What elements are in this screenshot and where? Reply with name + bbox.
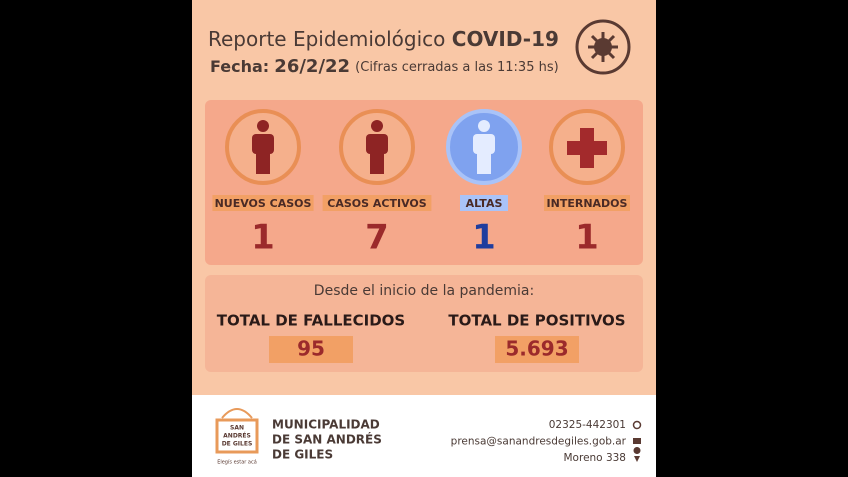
person-body [252,134,274,154]
total-value: 5.693 [505,337,568,361]
person-body [366,134,388,154]
stat-label: ALTAS [466,197,503,210]
contact: prensa@sanandresdegiles.gob.ar [451,436,627,448]
person-head [478,120,490,132]
logo-text: DE GILES [222,441,253,448]
total-label: TOTAL DE POSITIVOS [448,312,625,330]
totals-heading: Desde el inicio de la pandemia: [314,283,534,299]
contact-icons [632,420,642,462]
stat-label-bg [322,195,432,211]
footer [192,395,656,477]
stat-value: 1 [251,218,275,258]
date: 26/2/22 [274,56,350,77]
logo-text: ANDRÉS [223,432,251,440]
total-value-bg [495,336,579,363]
title: Reporte Epidemiológico COVID-19 [208,27,559,51]
stats-box [205,100,643,265]
contact: 02325-442301 [549,419,626,431]
org-name: DE GILES [272,448,333,462]
stat-label: CASOS ACTIVOS [327,197,426,210]
stat-label-bg [544,195,630,211]
person-legs [370,152,384,174]
person-head [371,120,383,132]
stat-value: 1 [575,218,599,258]
stat-label-bg [460,195,508,211]
date-label: Fecha: [210,57,269,76]
total-value-bg [269,336,353,363]
logo-text: SAN [230,425,244,432]
person-legs [477,152,491,174]
contact: Moreno 338 [564,452,627,464]
stat-label-bg [212,195,314,211]
title-bold: COVID-19 [452,27,559,51]
stat-label: NUEVOS CASOS [215,197,312,210]
note: (Cifras cerradas a las 11:35 hs) [355,60,559,75]
person-body [473,134,495,154]
stat-label: INTERNADOS [547,197,628,210]
total-value: 95 [297,337,325,361]
org-name: MUNICIPALIDAD [272,418,380,432]
total-label: TOTAL DE FALLECIDOS [217,312,405,330]
person-legs [256,152,270,174]
org-name: DE SAN ANDRÉS [272,432,382,447]
slogan: Elegís estar acá [217,459,257,466]
title-text: Reporte Epidemiológico [208,27,445,51]
stat-value: 7 [365,218,389,258]
person-head [257,120,269,132]
cross-icon [567,141,607,155]
date-line: Fecha: 26/2/22 (Cifras cerradas a las 11… [210,56,559,77]
virus-icon [575,19,631,75]
stat-value: 1 [472,218,496,258]
logo: SAN ANDRÉS DE GILES Elegís estar acá [215,408,259,466]
